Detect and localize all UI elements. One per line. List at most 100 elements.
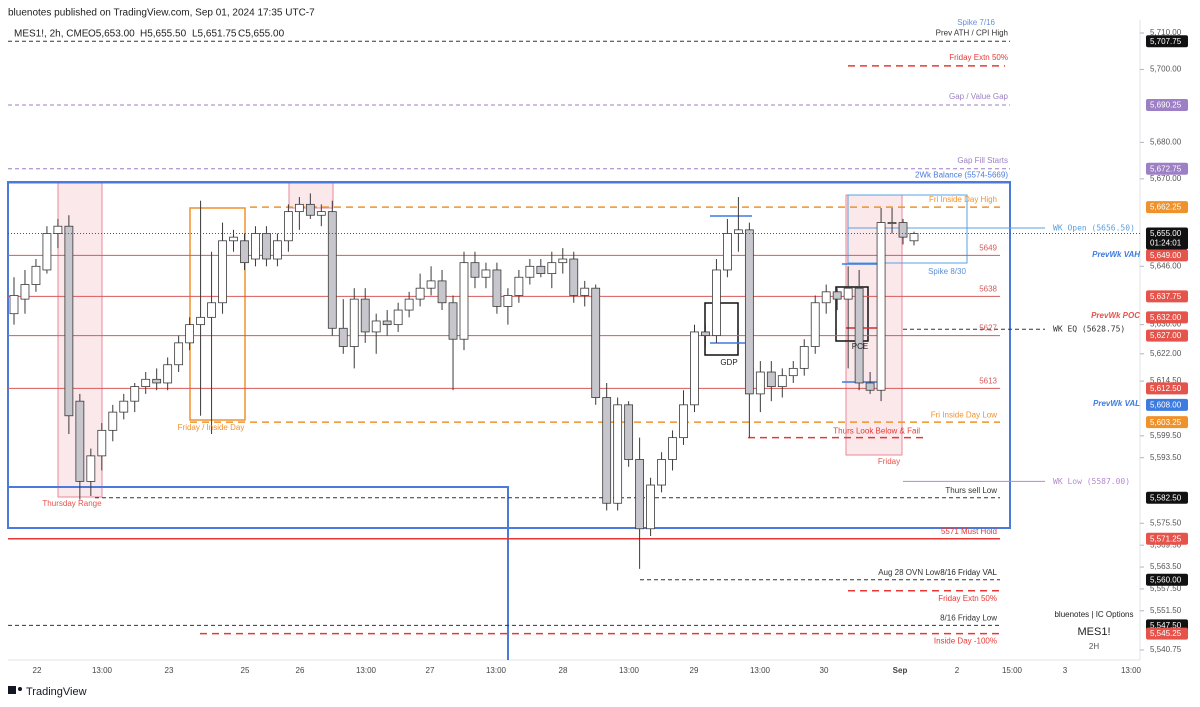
candle-body [459, 262, 469, 340]
level-label: 5627 [979, 324, 997, 333]
y-tick-label: 5,557.50 [1150, 584, 1182, 593]
y-tick-label: 5,622.00 [1150, 349, 1182, 358]
candle-body [832, 291, 842, 300]
y-tick-label: 5,563.50 [1150, 562, 1182, 571]
ohlc-low: L5,651.75 [192, 29, 237, 40]
price-label-box [1146, 162, 1188, 175]
candle-body [591, 287, 601, 398]
level-label: Fri Inside Day High [929, 195, 997, 204]
candle-body [865, 382, 875, 391]
level-label: Friday Extn 50% [938, 594, 997, 603]
candle-body [196, 316, 205, 326]
candle-body [777, 375, 787, 388]
candle-body [42, 233, 52, 271]
level-label: Friday Extn 50% [949, 53, 1008, 62]
x-tick-label: 29 [690, 666, 699, 675]
candle-body [229, 236, 238, 242]
price-label: 5,672.75 [1150, 164, 1182, 173]
level-label: Fri Inside Day Low [931, 410, 997, 419]
level-label: Thurs sell Low [945, 486, 997, 495]
candle-body [646, 484, 655, 530]
candle-body [733, 229, 743, 234]
ohlc-high: H5,655.50 [140, 29, 187, 40]
x-tick-label: 30 [820, 666, 829, 675]
candle-body [799, 346, 809, 369]
candle-body [547, 262, 557, 275]
candle-body [273, 240, 282, 260]
level-label: Gap Fill Starts [957, 156, 1008, 165]
annotation: Spike 7/16 [957, 18, 995, 27]
candle-body [9, 295, 19, 315]
level-label: WK Open (5656.50) [1053, 224, 1135, 233]
candle-body [558, 258, 568, 264]
candle-body [810, 302, 820, 347]
annotation: Thursday Range [42, 499, 102, 508]
candle-body [141, 378, 151, 388]
x-tick-label: 23 [165, 666, 174, 675]
annotation: PrevWk VAH [1092, 250, 1140, 259]
candle-body [404, 298, 414, 311]
x-tick-label: 13:00 [619, 666, 640, 675]
candle-body [393, 309, 403, 326]
candle-body [854, 287, 864, 384]
level-label: Prev ATH / CPI High [936, 28, 1008, 37]
candle-body [382, 320, 392, 326]
candle-body [251, 233, 260, 260]
candle-body [690, 331, 699, 406]
x-tick-label: 27 [426, 666, 435, 675]
candle-body [97, 429, 107, 457]
y-tick-label: 5,646.00 [1150, 261, 1182, 270]
candle-body [470, 262, 480, 278]
annotation: 8/16 Friday VAL [940, 568, 997, 577]
annotation: PrevWk VAL [1093, 399, 1140, 408]
price-label: 5,603.25 [1150, 418, 1182, 427]
candle-body [613, 404, 623, 504]
candle-body [240, 240, 249, 264]
candle-body [371, 320, 381, 333]
annotation: Friday [878, 457, 900, 466]
candle-body [316, 211, 326, 216]
candle-body [86, 455, 96, 482]
price-label: 5,560.00 [1150, 575, 1182, 584]
candle-body [262, 233, 271, 260]
footer: TradingView [26, 686, 87, 698]
countdown: 01:24:01 [1150, 239, 1182, 248]
spike-box [847, 194, 968, 264]
price-label-box [1146, 290, 1188, 303]
x-tick-label: 2 [955, 666, 960, 675]
candle-body [119, 400, 129, 413]
candle-body [569, 258, 579, 296]
candle-body [426, 280, 436, 289]
candle-body [437, 280, 447, 304]
candle-body [887, 222, 897, 224]
candle-body [64, 225, 74, 417]
candle-body [580, 287, 590, 296]
y-tick-label: 5,700.00 [1150, 65, 1182, 74]
level-label: WK EQ (5628.75) [1053, 325, 1125, 334]
price-label-box [1146, 416, 1188, 429]
price-label: 5,707.75 [1150, 37, 1182, 46]
pce-box [835, 286, 869, 342]
price-label-box [1146, 35, 1188, 48]
candle-body [283, 211, 293, 242]
symbol-title: MES1!, 2h, CME [14, 29, 89, 40]
level-label: 5571 Must Hold [941, 527, 997, 536]
candle-body [668, 437, 677, 460]
x-tick-label: 25 [241, 666, 250, 675]
level-label: WK Low (5587.00) [1053, 477, 1130, 486]
candle-body [536, 265, 546, 275]
price-label-box [1146, 573, 1188, 586]
price-label-box [1146, 311, 1188, 324]
x-tick-label: 26 [296, 666, 305, 675]
y-tick-label: 5,551.50 [1150, 606, 1182, 615]
candle-body [327, 211, 337, 329]
x-tick-label: 3 [1063, 666, 1068, 675]
annotation: GDP [720, 358, 737, 367]
candle-body [701, 331, 710, 336]
level-label: 5638 [979, 284, 997, 293]
price-label: 5,662.25 [1150, 203, 1182, 212]
logo-mark [8, 686, 16, 694]
level-label: 5649 [979, 243, 997, 252]
candle-body [843, 287, 853, 300]
price-label-box [1146, 532, 1188, 545]
